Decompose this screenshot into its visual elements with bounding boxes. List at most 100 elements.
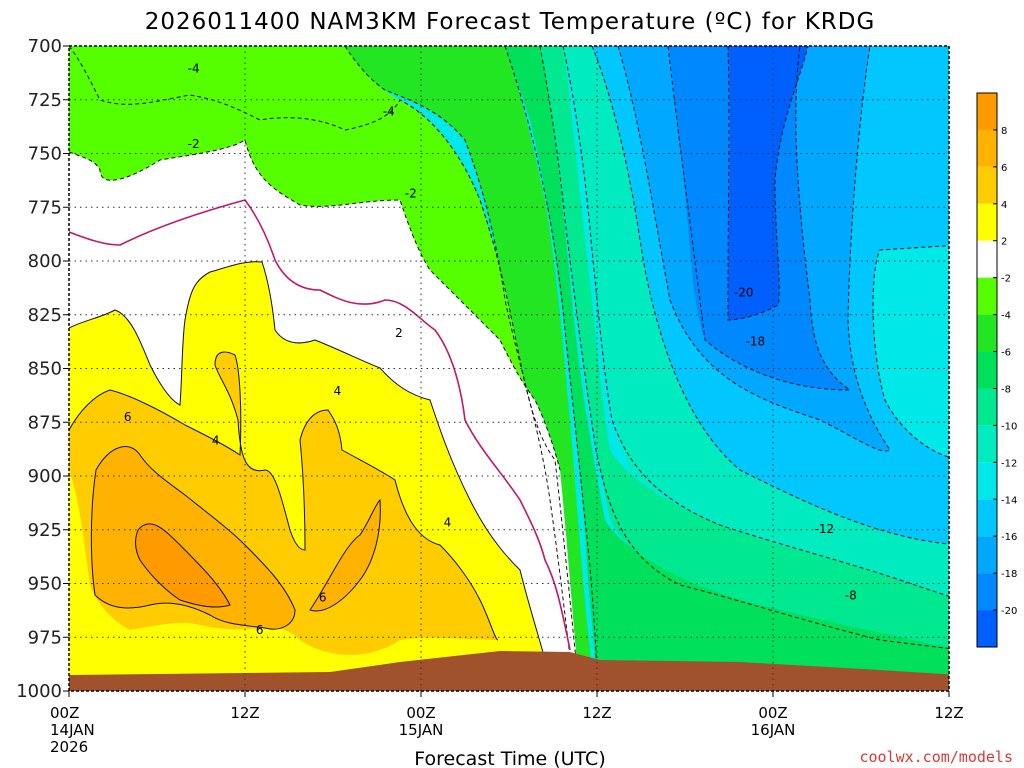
contour-plus8 [135,523,231,608]
contour-minus20 [727,46,809,321]
colorbar-tick-label: -14 [1001,495,1017,506]
x-tick-label: 12Z [582,704,611,722]
x-tick-label: 15JAN [399,721,444,739]
y-tick-label: 800 [28,251,62,272]
x-tick-label: 00Z [50,704,79,722]
contour-minus16 [617,46,891,452]
colorbar-bin [977,462,997,500]
contour-minus18 [667,46,852,391]
contour-label: 6 [256,623,264,637]
contour-minus2 [69,139,561,471]
colorbar-tick-label: -20 [1001,606,1017,617]
contour-label: -8 [845,588,857,602]
y-tick-label: 825 [28,305,62,326]
contour-label: -18 [746,335,766,349]
colorbar-tick-label: 4 [1001,200,1007,211]
colorbar-tick-label: -16 [1001,532,1017,543]
contour-label: 6 [319,591,327,605]
band-plus8 [135,523,230,608]
band-minus10 [540,46,949,649]
colorbar-bin [977,93,997,130]
contour-minus12 [562,46,949,597]
colorbar-tick-label: 6 [1001,163,1007,174]
colorbar-bin [977,610,997,647]
contour-minus14b [872,245,949,458]
contour-label: 2 [395,326,403,340]
band-minus8 [505,46,949,691]
temperature-field [69,46,949,691]
colorbar-tick-label: -10 [1001,421,1017,432]
y-tick-label: 775 [28,197,62,218]
colorbar-tick-label: -4 [1001,311,1011,322]
y-tick-label: 925 [28,520,62,541]
colorbar-bin [977,203,997,241]
colorbar-tick-label: -18 [1001,569,1017,580]
x-tick-label: 16JAN [751,721,796,739]
contour-plus2 [69,261,546,661]
y-tick-label: 725 [28,90,62,111]
colorbar-bin [977,166,997,204]
colorbar-tick-label: 8 [1001,126,1007,137]
x-tick-label: 00Z [406,704,435,722]
colorbar-bin [977,351,997,389]
x-tick-label: 00Z [758,704,787,722]
colorbar-tick-label: -2 [1001,274,1011,285]
contour-label: 6 [124,410,132,424]
contour-minus8 [504,46,599,691]
colorbar-bin [977,388,997,426]
colorbar-bin [977,129,997,167]
colorbar-bin [977,240,997,278]
contour-label: -12 [815,522,835,536]
x-tick-label: 12Z [934,704,963,722]
y-axis: 700 725 750 775 800 825 850 875 900 925 950 975 1000 [16,36,69,702]
y-tick-label: 750 [28,144,62,165]
contour-label: 4 [212,434,220,448]
y-tick-label: 950 [28,574,62,595]
y-tick-label: 875 [28,412,62,433]
contour-label: 4 [444,515,452,529]
contour-label: -2 [188,137,200,151]
contour-minus6 [344,46,575,691]
y-tick-label: 700 [28,36,62,57]
colorbar-tick-label: -6 [1001,348,1011,359]
colorbar-bin [977,425,997,463]
colorbar-frame [976,92,998,648]
contour-label: -4 [188,62,200,76]
colorbar-bin [977,499,997,537]
colorbar-tick-label: -8 [1001,384,1011,395]
contour-label: -4 [383,105,395,119]
contour-plus6b [309,498,381,612]
band-minus12 [563,46,949,597]
credit-text: coolwx.com/models [859,748,1013,766]
colorbar: 8 6 4 2 -2 -4 -6 -8 -10 -12 -14 -16 -18 -20 [976,92,1017,648]
contour-label: -20 [734,285,754,299]
contour-label: -2 [405,186,417,200]
colorbar-bin [977,536,997,574]
colorbar-bin [977,277,997,315]
contour-minus10 [539,46,949,650]
contour-label: 4 [334,384,342,398]
colorbar-tick-label: 2 [1001,237,1007,248]
x-tick-label: 14JAN [50,721,95,739]
x-tick-label: 2026 [50,738,88,756]
terrain-surface [69,651,949,691]
y-tick-label: 1000 [16,681,62,702]
contour-labels: -4 -4 -2 -2 2 4 6 4 4 6 6 -20 -18 -12 -8 [124,62,857,637]
contour-minus14 [591,46,949,545]
contour-zero [69,199,571,651]
contour-plus6 [90,446,296,630]
y-tick-label: 850 [28,359,62,380]
colorbar-bin [977,314,997,352]
band-minus22 [728,46,808,320]
contour-minus4 [69,46,580,691]
grid [69,46,949,691]
colorbar-tick-label: -12 [1001,458,1017,469]
colorbar-bin [977,573,997,611]
y-tick-label: 975 [28,627,62,648]
x-axis-label: Forecast Time (UTC) [414,748,605,768]
y-tick-label: 900 [28,466,62,487]
x-tick-label: 12Z [230,704,259,722]
chart-title: 2026011400 NAM3KM Forecast Temperature (… [145,9,876,35]
